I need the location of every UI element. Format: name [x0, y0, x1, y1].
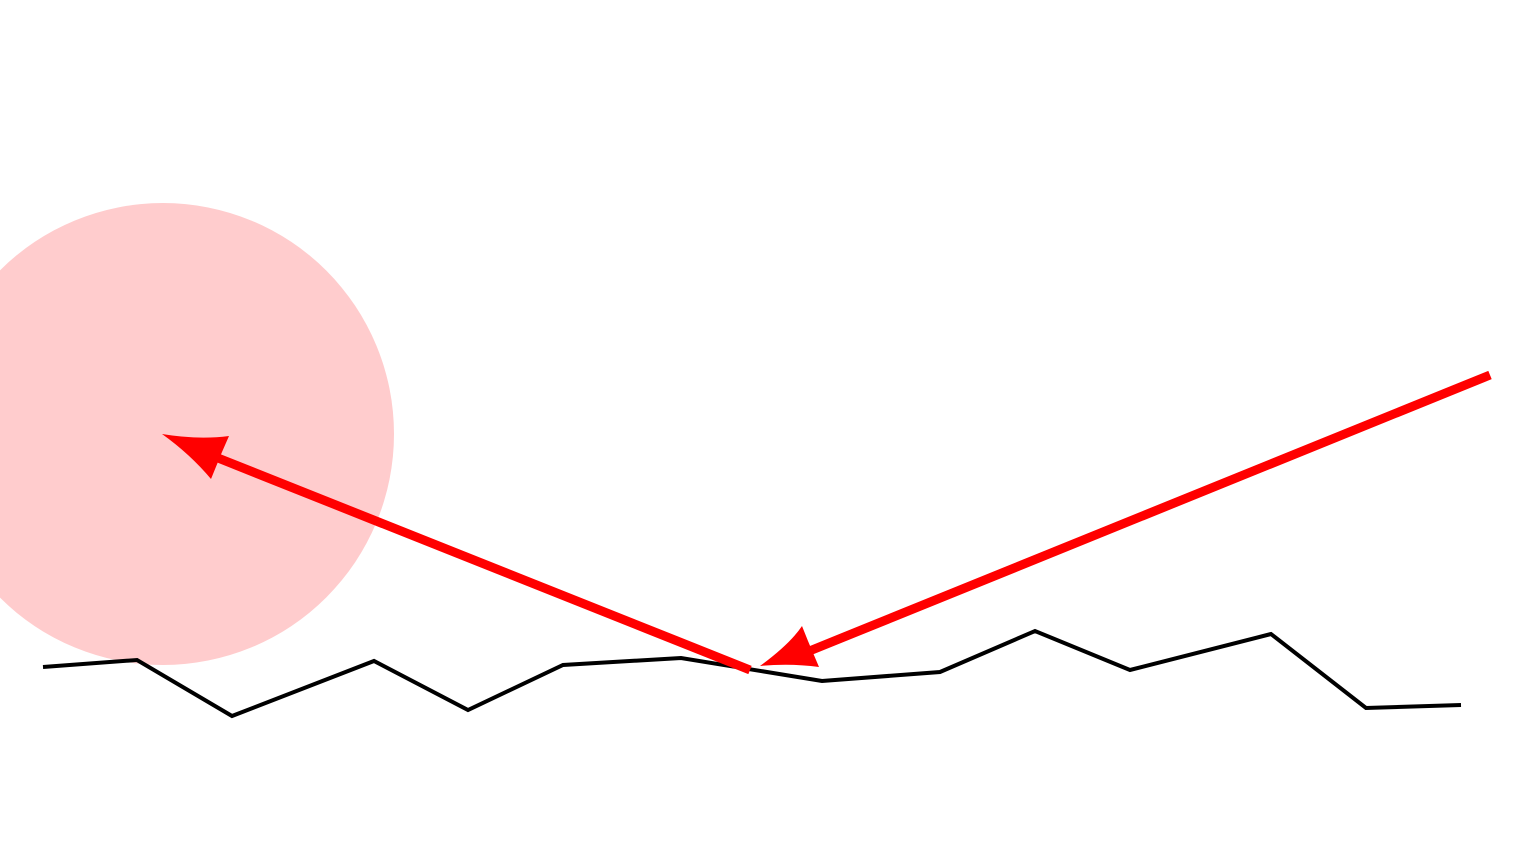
incoming-shot-arrow: [805, 370, 1492, 657]
target-zone-circle: [0, 203, 394, 665]
deflected-shot-arrowhead: [162, 434, 229, 479]
incoming-shot-arrowhead: [760, 626, 819, 667]
deflected-shot-arrow: [216, 453, 752, 675]
terrain-line: [42, 628, 1462, 719]
